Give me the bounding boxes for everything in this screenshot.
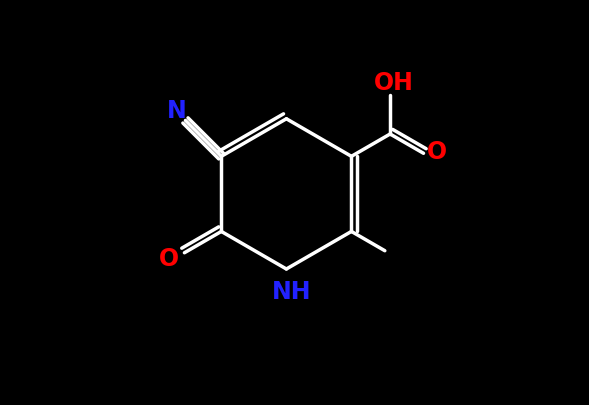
Text: N: N	[167, 99, 186, 123]
Text: O: O	[426, 140, 446, 164]
Text: NH: NH	[272, 279, 311, 304]
Text: O: O	[159, 246, 179, 270]
Text: OH: OH	[374, 71, 414, 95]
